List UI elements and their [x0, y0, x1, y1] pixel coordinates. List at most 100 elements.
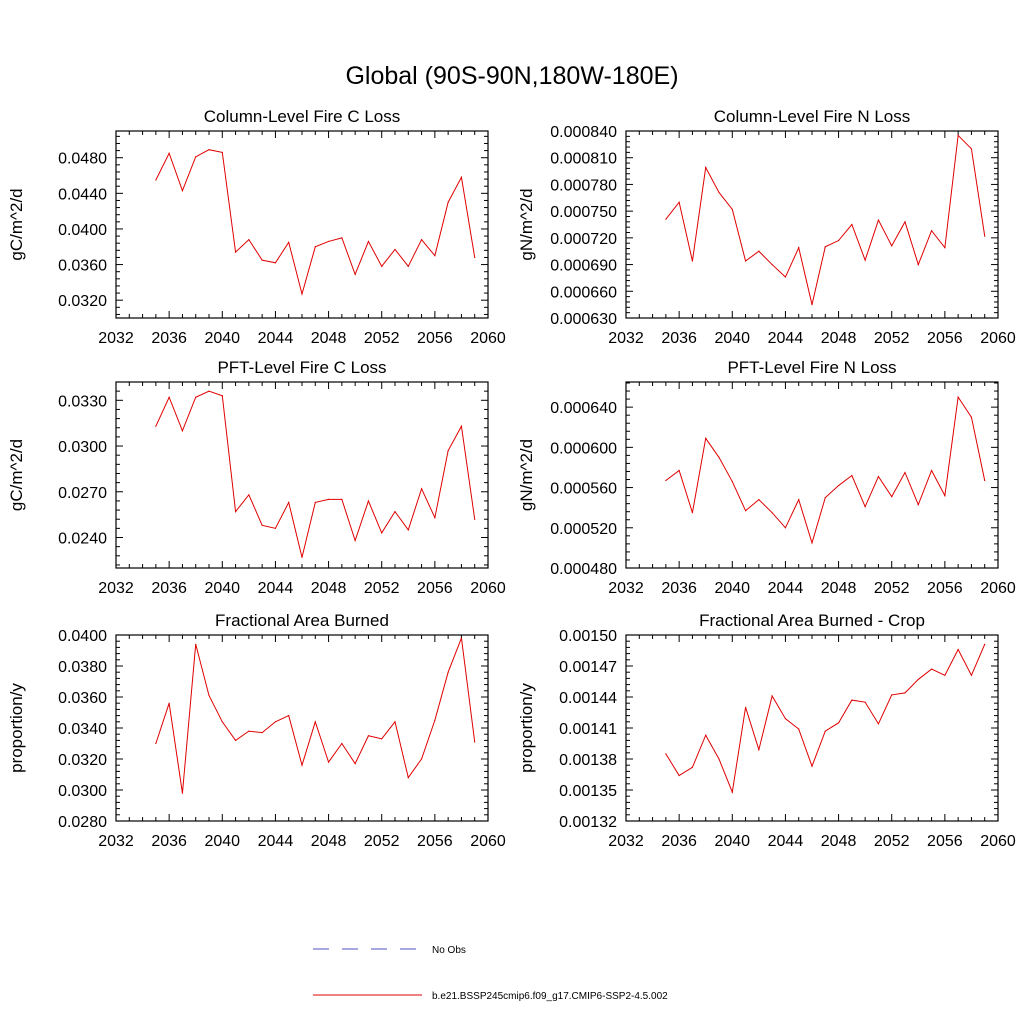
chart-5-data-point [155, 742, 157, 745]
chart-1-data-point [354, 273, 356, 275]
chart-4-data-point [718, 456, 720, 459]
chart-6-fractional-area-burned-crop: Fractional Area Burned - Crop proportion/… [517, 611, 1016, 850]
chart-3-plot-frame [115, 381, 489, 569]
chart-5-data-point [434, 719, 436, 721]
chart-1-data-point [407, 265, 409, 267]
chart-2-data-point [837, 239, 840, 242]
chart-2-x-tick-label: 2056 [927, 330, 963, 347]
chart-5-x-tick-label: 2052 [364, 833, 400, 850]
chart-5-data-point [168, 702, 170, 704]
chart-2-x-tick-label: 2032 [608, 330, 644, 347]
chart-6-x-tick-label: 2044 [768, 833, 804, 850]
chart-4-data-point [851, 474, 853, 477]
chart-1-x-tick-label: 2040 [204, 330, 240, 347]
chart-3-ylabel: gC/m^2/d [7, 439, 26, 511]
chart-3-data-point [367, 500, 370, 502]
chart-2-data-point [718, 191, 720, 194]
legend-label: b.e21.BSSP245cmip6.f09_g17.CMIP6-SSP2-4.… [432, 991, 668, 1002]
chart-4-x-tick-label: 2052 [874, 580, 910, 597]
chart-1-x-tick-label: 2044 [258, 330, 294, 347]
chart-5-data-point [327, 761, 330, 763]
chart-6-x-tick-label: 2056 [927, 833, 963, 850]
chart-3-data-point [274, 527, 277, 529]
chart-2-data-point [864, 259, 866, 261]
chart-6-y-tick-label: 0.00147 [559, 659, 617, 676]
chart-2-data-point [970, 148, 973, 150]
chart-4-data-point [944, 495, 946, 497]
chart-2-data-point [891, 245, 893, 247]
chart-5-fractional-area-burned: Fractional Area Burned proportion/y 2032 20… [7, 611, 506, 850]
chart-2-data-point [758, 250, 760, 252]
chart-5-data-point [181, 792, 184, 794]
chart-2-data-point [957, 134, 959, 137]
chart-3-data-point [155, 425, 157, 427]
chart-2-y-tick-label: 0.000810 [550, 151, 617, 168]
chart-4-data-point [678, 469, 680, 472]
chart-4-data-point [744, 510, 747, 512]
chart-6-data-point [705, 734, 707, 736]
chart-5-y-tick-label: 0.0380 [58, 659, 107, 676]
chart-5-x-tick-label: 2036 [151, 833, 187, 850]
chart-2-y-tick-label: 0.000750 [550, 204, 617, 221]
chart-6-y-tick-label: 0.00141 [559, 721, 617, 738]
chart-3-x-tick-label: 2060 [470, 580, 506, 597]
chart-2-data-point [705, 166, 707, 169]
chart-3-data-point [314, 501, 316, 504]
chart-6-data-point [824, 730, 826, 732]
chart-2-y-tick-label: 0.000780 [550, 177, 617, 194]
chart-6-x-tick-label: 2032 [608, 833, 644, 850]
chart-1-x-tick-label: 2056 [417, 330, 453, 347]
chart-6-y-tick-label: 0.00150 [559, 628, 617, 645]
chart-5-data-point [407, 777, 409, 779]
chart-3-series-line [155, 390, 476, 558]
chart-6-x-tick-label: 2060 [980, 833, 1016, 850]
chart-2-data-point [731, 208, 733, 210]
chart-4-y-tick-label: 0.000600 [550, 440, 617, 457]
chart-4-x-tick-label: 2056 [927, 580, 963, 597]
chart-3-data-point [261, 524, 263, 526]
chart-3-x-tick-label: 2032 [98, 580, 134, 597]
chart-6-data-point [744, 706, 747, 708]
chart-1-data-point [221, 151, 223, 153]
chart-4-data-point [917, 504, 919, 506]
chart-4-data-point [930, 469, 933, 472]
chart-5-y-tick-label: 0.0360 [58, 690, 107, 707]
chart-2-data-point [930, 230, 933, 232]
chart-5-data-point [314, 721, 316, 723]
chart-3-title: PFT-Level Fire C Loss [217, 358, 386, 377]
chart-3-data-point [394, 510, 396, 513]
chart-3-y-tick-label: 0.0330 [58, 393, 107, 410]
chart-5-data-point [301, 764, 303, 766]
chart-4-data-point [957, 396, 959, 398]
chart-5-y-tick-label: 0.0340 [58, 721, 107, 738]
chart-3-x-tick-label: 2052 [364, 580, 400, 597]
chart-6-data-point [917, 678, 919, 681]
chart-1-data-point [434, 255, 436, 257]
legend-item-2: b.e21.BSSP245cmip6.f09_g17.CMIP6-SSP2-4.… [313, 991, 668, 1002]
chart-4-data-point [705, 437, 707, 439]
chart-3-data-point [341, 498, 343, 500]
chart-5-data-point [381, 738, 383, 740]
chart-6-data-point [811, 765, 813, 767]
chart-4-y-tick-label: 0.000640 [550, 400, 617, 417]
chart-5-data-point [234, 739, 237, 742]
chart-6-x-tick-label: 2036 [661, 833, 697, 850]
chart-4-data-point [691, 512, 694, 514]
chart-2-x-tick-label: 2060 [980, 330, 1016, 347]
chart-2-y-tick-label: 0.000840 [550, 124, 617, 141]
chart-5-data-point [447, 671, 449, 673]
chart-3-data-point [407, 529, 409, 531]
chart-4-y-tick-label: 0.000560 [550, 481, 617, 498]
chart-1-data-point [447, 201, 449, 203]
chart-6-data-point [731, 791, 733, 793]
chart-2-data-point [824, 246, 826, 248]
chart-4-data-point [784, 527, 787, 529]
chart-1-data-point [261, 259, 263, 261]
chart-1-data-point [234, 251, 237, 253]
chart-5-data-point [274, 721, 277, 723]
chart-1-column-level-fire-c-loss: Column-Level Fire C Loss gC/m^2/d 2032 2036… [7, 107, 506, 347]
chart-5-data-point [288, 715, 290, 717]
chart-6-data-point [691, 766, 694, 768]
chart-3-x-tick-label: 2036 [151, 580, 187, 597]
chart-4-data-point [798, 499, 800, 501]
